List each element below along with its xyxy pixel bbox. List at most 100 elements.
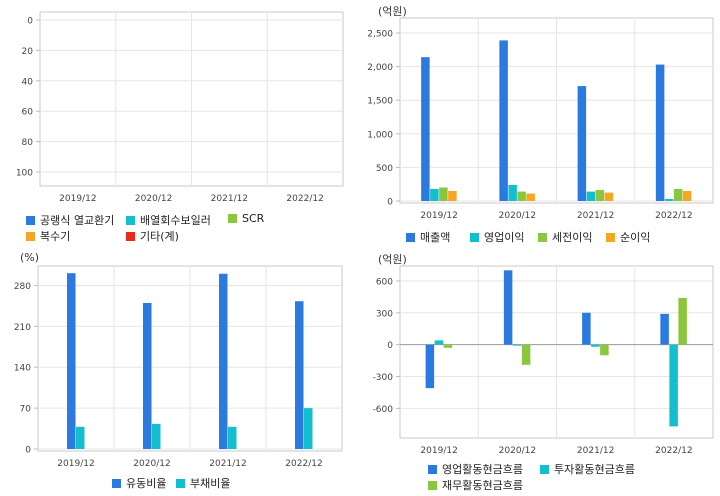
x-tick-label: 2019/12 [59,194,96,204]
legend-item: 영업활동현금흐름 [428,461,523,477]
x-tick-label: 2022/12 [286,194,323,204]
bar-2-3 [517,191,526,201]
legend-swatch [126,215,135,225]
product-mix-plot: 0 20 40 60 80 100 2019/12 2020/12 2021/12 2022/12 [16,11,344,204]
chart-unit-label: (%) [20,251,40,264]
bar-4-4 [682,190,692,201]
x-tick-label: 2019/12 [57,459,94,469]
legend-item: 순이익 [606,229,650,245]
legend-label: 매출액 [420,231,451,244]
cashflow-chart: (억원) -600 -300 0 300 600 2019/12 2020/12 2021/1… [360,248,720,496]
y-tick-label: 40 [22,77,34,87]
legend-label: 투자활동현금흐름 [554,463,635,476]
x-tick-label: 2021/12 [209,459,246,469]
cashflow-plot: -600 -300 0 300 600 2019/12 2020/12 2021/12 2022… [373,265,714,456]
y-tick-label: 0 [27,17,33,27]
legend-item: 기타(계) [126,228,179,244]
bar-1-3 [439,187,448,201]
legend-label: 재무활동현금흐름 [442,479,523,492]
legend-swatch [112,478,121,488]
bar-4-1 [295,301,304,449]
bar-3-2 [591,344,600,347]
bar-2-3 [521,344,531,365]
legend-swatch [228,214,237,223]
income-legend: 매출액 영업이익 세전이익 순이익 [360,229,720,250]
bar-1-1 [67,273,76,449]
y-tick-label: 0 [387,198,393,208]
legend-label: 영업이익 [484,231,525,244]
y-tick-label: -300 [373,373,394,383]
legend-item: SCR [228,212,264,225]
legend-item: 재무활동현금흐름 [428,477,523,493]
legend-swatch [26,215,35,225]
bar-1-4 [448,190,457,201]
income-chart: (억원) 0 500 1,000 1,500 2,000 2,500 2019/12 2020… [360,0,720,250]
bar-1-2 [434,340,444,345]
y-tick-label: 60 [22,108,34,118]
legend-swatch [406,232,415,242]
bar-2-1 [503,270,513,345]
bar-1-2 [76,426,85,449]
bar-2-2 [508,184,517,201]
y-tick-label: 1,500 [367,97,393,107]
x-tick-label: 2019/12 [420,446,457,456]
legend-item: 공랭식 열교환기 [26,212,114,228]
bar-2-1 [499,40,508,201]
bar-3-1 [219,273,228,449]
legend-label: 기타(계) [140,230,179,243]
bar-2-2 [152,423,161,449]
legend-label: 공랭식 열교환기 [40,214,115,227]
y-tick-label: -600 [373,405,394,415]
y-tick-label: 210 [14,323,31,333]
x-tick-label: 2020/12 [133,459,170,469]
legend-swatch [470,232,479,242]
x-tick-label: 2020/12 [499,446,536,456]
income-plot: 0 500 1,000 1,500 2,000 2,500 2019/12 2020/12 20… [367,17,714,221]
y-tick-label: 80 [22,138,34,148]
x-tick-label: 2021/12 [577,446,614,456]
legend-label: 복수기 [40,230,71,243]
product-mix-legend: 공랭식 열교환기 배열회수보일러 SCR 복수기 기타(계) [0,212,360,250]
bar-4-1 [655,64,665,201]
legend-item: 부채비율 [176,475,230,491]
legend-item: 영업이익 [470,229,524,245]
y-tick-label: 2,500 [367,30,393,40]
bar-4-1 [660,313,669,345]
legend-item: 배열회수보일러 [126,212,211,228]
bar-3-4 [604,192,614,201]
y-tick-label: 500 [376,164,393,174]
bar-4-2 [304,408,313,449]
bar-4-3 [673,188,683,201]
x-tick-label: 2019/12 [420,211,457,221]
legend-label: SCR [242,212,265,225]
y-tick-label: 2,000 [367,63,393,73]
legend-swatch [428,464,437,474]
bar-4-2 [664,198,674,201]
legend-swatch [538,232,547,242]
x-tick-label: 2022/12 [285,459,322,469]
legend-label: 배열회수보일러 [140,214,211,227]
legend-label: 부채비율 [190,477,231,490]
y-tick-label: 100 [16,169,33,179]
x-tick-label: 2022/12 [655,446,692,456]
chart-unit-label: (억원) [378,253,407,266]
bar-2-1 [143,302,152,449]
legend-item: 매출액 [406,229,450,245]
ratio-chart: (%) 0 70 140 210 280 2019/12 2020/12 2021/12 202… [0,248,360,496]
legend-swatch [428,480,437,490]
legend-swatch [176,478,185,488]
x-tick-label: 2022/12 [655,211,692,221]
y-tick-label: 600 [376,277,393,287]
y-tick-label: 1,000 [367,130,393,140]
y-tick-label: 70 [20,405,32,415]
chart-unit-label: (억원) [378,5,407,18]
legend-label: 영업활동현금흐름 [442,463,523,476]
bar-3-2 [586,191,596,201]
legend-item: 유동비율 [112,475,166,491]
legend-item: 투자활동현금흐름 [540,461,635,477]
legend-item: 세전이익 [538,229,592,245]
legend-swatch [26,231,35,241]
bar-3-1 [582,312,591,345]
bar-3-3 [595,189,605,201]
